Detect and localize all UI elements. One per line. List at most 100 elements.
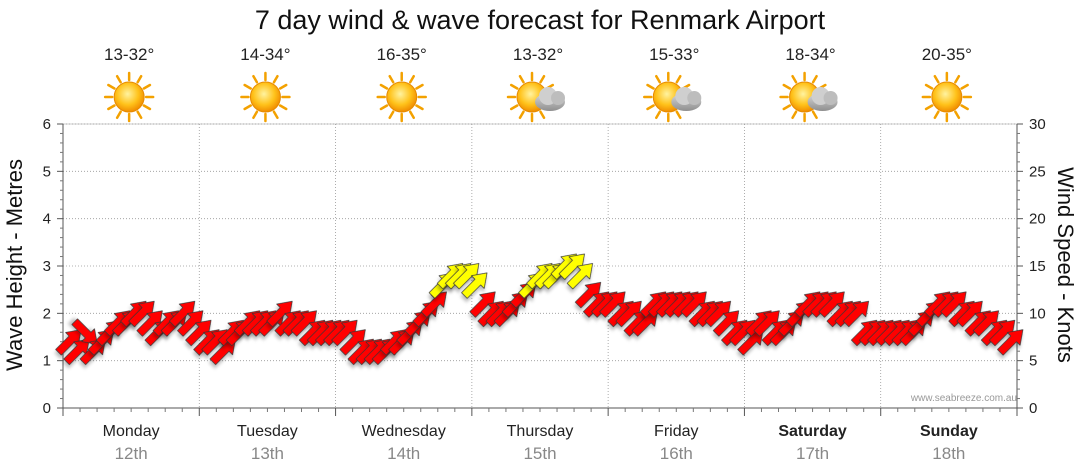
chart-title: 7 day wind & wave forecast for Renmark A… [255,5,826,35]
partly-cloudy-icon [506,71,565,123]
sun-ray [791,110,798,120]
sun-disc [386,81,418,113]
temperature-label: 15-33° [649,45,699,64]
daily-weather-row: 13-32° 14-34° 16-35° 13-32° 15-33° 18-34° 20-3… [103,45,973,123]
right-tick-label: 0 [1029,400,1037,417]
day-date-label: 16th [660,444,693,463]
sun-icon [240,71,291,123]
sun-ray [278,104,288,111]
sun-ray [388,110,395,120]
temperature-label: 18-34° [785,45,835,64]
sun-ray [933,74,940,84]
right-tick-label: 20 [1029,211,1046,228]
wave-height-axis: 0 1 2 3 4 5 6 [43,116,64,417]
sun-ray [415,104,424,111]
day-date-label: 14th [387,444,420,463]
day-date-label: 12th [115,444,148,463]
cloud-part [551,91,565,105]
sun-ray [509,83,519,90]
sun-disc [113,81,145,113]
sun-ray [142,83,152,90]
sun-ray [960,83,969,90]
sun-ray [379,83,389,90]
right-tick-label: 25 [1029,163,1046,180]
temperature-label: 13-32° [513,45,563,64]
temperature-label: 16-35° [377,45,427,64]
right-tick-label: 10 [1029,305,1046,322]
cloud-shape [807,87,838,111]
day-name-label: Wednesday [362,423,446,440]
wind-arrow-shape [842,300,869,328]
sun-ray [408,110,415,120]
day-date-label: 15th [523,444,556,463]
sun-ray [107,83,116,90]
sun-ray [252,110,259,120]
sun-ray [115,74,122,84]
day-date-label: 18th [932,444,965,463]
sun-ray [646,83,655,90]
temperature-label: 20-35° [922,45,972,64]
temperature-label: 13-32° [104,45,154,64]
sun-ray [675,74,682,84]
sun-ray [272,74,279,84]
sun-ray [924,104,934,111]
sun-ray [518,74,525,84]
watermark: www.seabreeze.com.au [910,393,1017,404]
left-tick-label: 3 [43,258,51,275]
partly-cloudy-icon [779,71,838,123]
wind-arrow [842,300,869,328]
sun-ray [782,104,792,111]
left-tick-label: 1 [43,353,51,370]
sun-ray [243,83,252,90]
wind-arrow-shape [997,329,1024,356]
day-name-label: Thursday [507,423,574,440]
partly-cloudy-icon [643,71,702,123]
sun-icon [376,71,427,123]
day-date-label: 13th [251,444,284,463]
cloud-part [687,91,702,105]
sun-ray [539,110,546,120]
sun-ray [243,104,252,111]
right-tick-label: 30 [1029,116,1046,133]
right-tick-label: 5 [1029,353,1037,370]
wind-arrow-shape [71,318,98,345]
sun-ray [960,104,969,111]
sun-disc [249,81,281,113]
sun-icon [103,71,155,123]
sun-ray [115,110,122,120]
sun-disc [931,81,963,113]
sun-ray [252,74,259,84]
cloud-part [823,91,838,105]
sun-ray [518,110,525,120]
right-tick-label: 15 [1029,258,1046,275]
wind-arrow [997,329,1024,356]
day-name-label: Sunday [920,423,978,440]
cloud-shape [535,87,565,111]
sun-ray [388,74,395,84]
sun-ray [811,110,818,120]
sun-ray [646,104,655,111]
left-tick-label: 4 [43,211,51,228]
wind-arrow [461,272,488,299]
sun-ray [408,74,415,84]
left-axis-title: Wave Height - Metres [2,159,27,371]
sun-ray [142,104,152,111]
sun-ray [136,110,143,120]
sun-ray [539,74,546,84]
wind-arrow [71,318,98,345]
wind-arrow-shape [461,272,488,299]
day-name-label: Tuesday [237,423,298,440]
wind-arrow [566,263,593,290]
sun-ray [954,74,961,84]
sun-ray [655,74,662,84]
sun-ray [924,83,934,90]
day-name-label: Friday [654,423,698,440]
left-tick-label: 0 [43,400,51,417]
sun-ray [954,110,961,120]
left-tick-label: 2 [43,305,51,322]
day-name-label: Monday [103,423,160,440]
sun-ray [136,74,143,84]
sun-ray [782,83,792,90]
wind-arrow-shape [566,263,593,290]
left-tick-label: 5 [43,163,51,180]
